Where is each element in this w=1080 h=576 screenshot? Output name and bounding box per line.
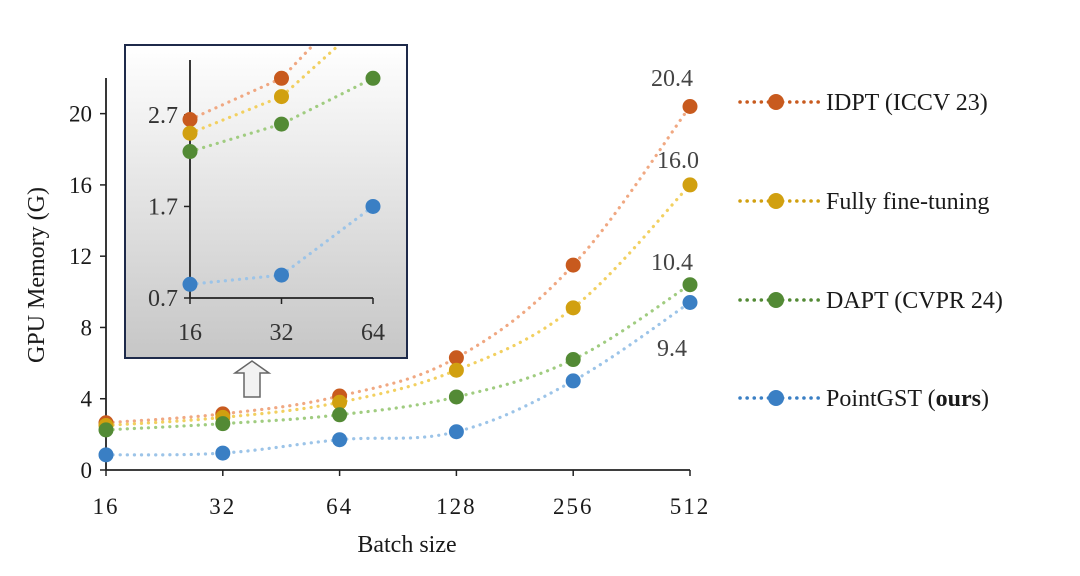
inset-data-point bbox=[182, 112, 198, 127]
inset-x-tick-label: 32 bbox=[270, 320, 294, 346]
data-point bbox=[448, 389, 464, 405]
series-line bbox=[104, 300, 692, 457]
inset-data-point bbox=[365, 198, 381, 214]
inset-series-line bbox=[188, 76, 375, 154]
x-tick-label: 128 bbox=[436, 494, 477, 519]
data-point bbox=[565, 373, 581, 389]
y-tick-label: 8 bbox=[81, 315, 93, 340]
x-tick-label: 512 bbox=[670, 494, 711, 519]
inset-y-tick-label: 2.7 bbox=[148, 103, 178, 129]
y-tick-label: 16 bbox=[69, 173, 92, 198]
legend-label: DAPT (CVPR 24) bbox=[826, 288, 1003, 314]
legend-swatch-marker bbox=[768, 292, 784, 308]
series-line bbox=[104, 283, 692, 432]
y-tick-label: 4 bbox=[81, 387, 93, 412]
data-point bbox=[682, 277, 698, 293]
main-ticks: 0 4 8 12 16 20 16 32 64 128 256 512 bbox=[69, 102, 711, 519]
data-point bbox=[98, 447, 114, 463]
data-point bbox=[332, 394, 348, 410]
x-tick-label: 16 bbox=[93, 494, 120, 519]
legend-label: PointGST (ours) bbox=[826, 386, 989, 412]
data-label-idpt: 20.4 bbox=[651, 66, 693, 92]
series-line bbox=[104, 104, 692, 425]
legend-item: IDPT (ICCV 23) bbox=[738, 90, 988, 116]
data-point bbox=[448, 350, 464, 366]
inset-data-point bbox=[182, 276, 198, 292]
data-point bbox=[332, 407, 348, 423]
x-tick-label: 64 bbox=[326, 494, 353, 519]
inset-data-point bbox=[365, 70, 381, 86]
legend-item: DAPT (CVPR 24) bbox=[738, 288, 1003, 314]
inset-plot: 0.7 1.7 2.7 16 32 64 bbox=[148, 7, 385, 346]
data-point bbox=[682, 99, 698, 115]
legend: IDPT (ICCV 23) Fully fine-tuning DAPT (CVP… bbox=[738, 90, 1003, 412]
data-point bbox=[215, 445, 231, 461]
legend-swatch-marker bbox=[768, 390, 784, 406]
inset-y-tick-label: 1.7 bbox=[148, 194, 178, 220]
inset-data-point bbox=[274, 70, 289, 86]
y-tick-label: 20 bbox=[69, 102, 92, 127]
inset-x-tick-label: 64 bbox=[361, 320, 385, 346]
x-axis-label: Batch size bbox=[357, 532, 456, 558]
main-series bbox=[98, 99, 698, 463]
y-tick-label: 0 bbox=[81, 458, 93, 483]
inset-data-point bbox=[274, 116, 289, 132]
legend-label: IDPT (ICCV 23) bbox=[826, 90, 988, 116]
data-point bbox=[565, 257, 581, 273]
legend-item: PointGST (ours) bbox=[738, 386, 989, 412]
data-point bbox=[448, 362, 464, 378]
legend-label: Fully fine-tuning bbox=[826, 189, 989, 215]
x-tick-label: 256 bbox=[553, 494, 594, 519]
inset-data-point bbox=[274, 267, 289, 283]
data-label-pointgst: 9.4 bbox=[657, 336, 687, 362]
y-axis-label: GPU Memory (G) bbox=[24, 187, 50, 363]
inset-data-point bbox=[182, 144, 198, 160]
data-point bbox=[682, 177, 698, 193]
y-tick-label: 12 bbox=[69, 244, 92, 269]
data-point bbox=[565, 352, 581, 368]
x-tick-label: 32 bbox=[209, 494, 236, 519]
inset-series bbox=[182, 7, 381, 292]
inset-panel bbox=[124, 44, 408, 359]
inset-data-point bbox=[366, 7, 381, 22]
inset-data-point bbox=[182, 125, 198, 141]
data-label-dapt: 10.4 bbox=[651, 250, 693, 276]
data-point bbox=[682, 295, 698, 311]
legend-swatch-marker bbox=[768, 193, 784, 209]
legend-swatch-marker bbox=[768, 94, 784, 110]
inset-x-tick-label: 16 bbox=[178, 320, 202, 346]
data-point bbox=[98, 422, 114, 438]
data-point bbox=[215, 416, 231, 432]
legend-item: Fully fine-tuning bbox=[738, 189, 989, 215]
data-label-fully: 16.0 bbox=[657, 148, 699, 174]
inset-data-point bbox=[274, 89, 289, 105]
inset-y-tick-label: 0.7 bbox=[148, 286, 178, 312]
data-point bbox=[448, 424, 464, 440]
inset-arrow bbox=[232, 360, 272, 398]
data-point bbox=[332, 432, 348, 448]
data-point bbox=[565, 300, 581, 316]
